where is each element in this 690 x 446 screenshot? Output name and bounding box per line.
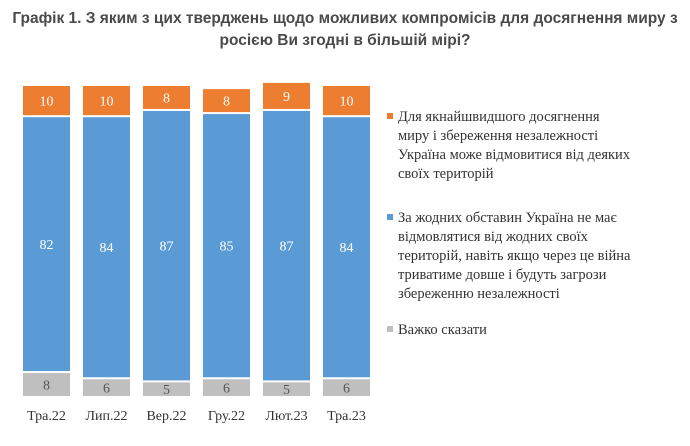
data-label: 87 bbox=[160, 240, 174, 255]
legend-swatch bbox=[387, 214, 393, 220]
data-label: 85 bbox=[220, 240, 234, 255]
legend-swatch bbox=[387, 326, 393, 332]
legend-label: своїх територій bbox=[398, 166, 494, 182]
bar-segment bbox=[263, 382, 310, 396]
data-label: 10 bbox=[340, 95, 354, 110]
legend-label: Для якнайшвидшого досягнення bbox=[398, 109, 600, 125]
bar-segment bbox=[143, 86, 190, 109]
bar-segment bbox=[323, 86, 370, 116]
data-label: 10 bbox=[100, 95, 114, 110]
legend-label: За жодних обставин Україна не має bbox=[398, 210, 617, 226]
x-tick-label: Вер.22 bbox=[146, 409, 186, 424]
data-label: 84 bbox=[100, 241, 114, 256]
legend-label: триватиме довше і будуть загрози bbox=[398, 267, 607, 283]
bar-segment bbox=[203, 379, 250, 396]
bar-segment bbox=[23, 117, 70, 372]
x-tick-label: Гру.22 bbox=[208, 409, 245, 424]
bar-segment bbox=[263, 110, 310, 381]
data-label: 8 bbox=[43, 379, 50, 394]
data-label: 87 bbox=[280, 240, 294, 255]
data-label: 6 bbox=[223, 382, 230, 397]
bar-segment bbox=[203, 89, 250, 113]
legend-label: Україна може відмовитися від деяких bbox=[398, 147, 631, 163]
legend-label: територій, навіть якщо через це війна bbox=[398, 248, 631, 264]
bar-segment bbox=[83, 86, 130, 116]
bar-segment bbox=[203, 114, 250, 378]
bar-segment bbox=[83, 117, 130, 378]
bar-segment bbox=[323, 117, 370, 378]
bar-segment bbox=[143, 110, 190, 381]
x-tick-label: Тра.23 bbox=[327, 409, 366, 424]
data-label: 8 bbox=[223, 95, 230, 110]
bar-segment bbox=[23, 373, 70, 396]
bar-segment bbox=[263, 82, 310, 109]
data-label: 5 bbox=[163, 383, 170, 398]
chart-title: Графік 1. З яким з цих тверджень щодо мо… bbox=[12, 10, 678, 49]
data-label: 6 bbox=[343, 382, 350, 397]
data-label: 9 bbox=[283, 90, 290, 105]
x-tick-label: Лип.22 bbox=[86, 409, 128, 424]
bar-segment bbox=[323, 379, 370, 396]
bar-segment bbox=[23, 86, 70, 116]
x-tick-label: Тра.22 bbox=[27, 409, 66, 424]
data-label: 5 bbox=[283, 383, 290, 398]
data-label: 84 bbox=[340, 241, 354, 256]
legend-label: миру і збереження незалежності bbox=[398, 128, 598, 144]
data-label: 8 bbox=[163, 91, 170, 106]
bar-segment bbox=[83, 379, 130, 396]
legend-label: Важко сказати bbox=[398, 322, 487, 338]
data-label: 10 bbox=[40, 95, 54, 110]
data-label: 6 bbox=[103, 382, 110, 397]
legend-label: збереженню незалежності bbox=[398, 286, 560, 302]
legend-label: відмовлятися від жодних своїх bbox=[398, 229, 589, 245]
bar-segment bbox=[143, 382, 190, 396]
data-label: 82 bbox=[40, 238, 54, 253]
legend-swatch bbox=[387, 113, 393, 119]
x-tick-label: Лют.23 bbox=[265, 409, 307, 424]
